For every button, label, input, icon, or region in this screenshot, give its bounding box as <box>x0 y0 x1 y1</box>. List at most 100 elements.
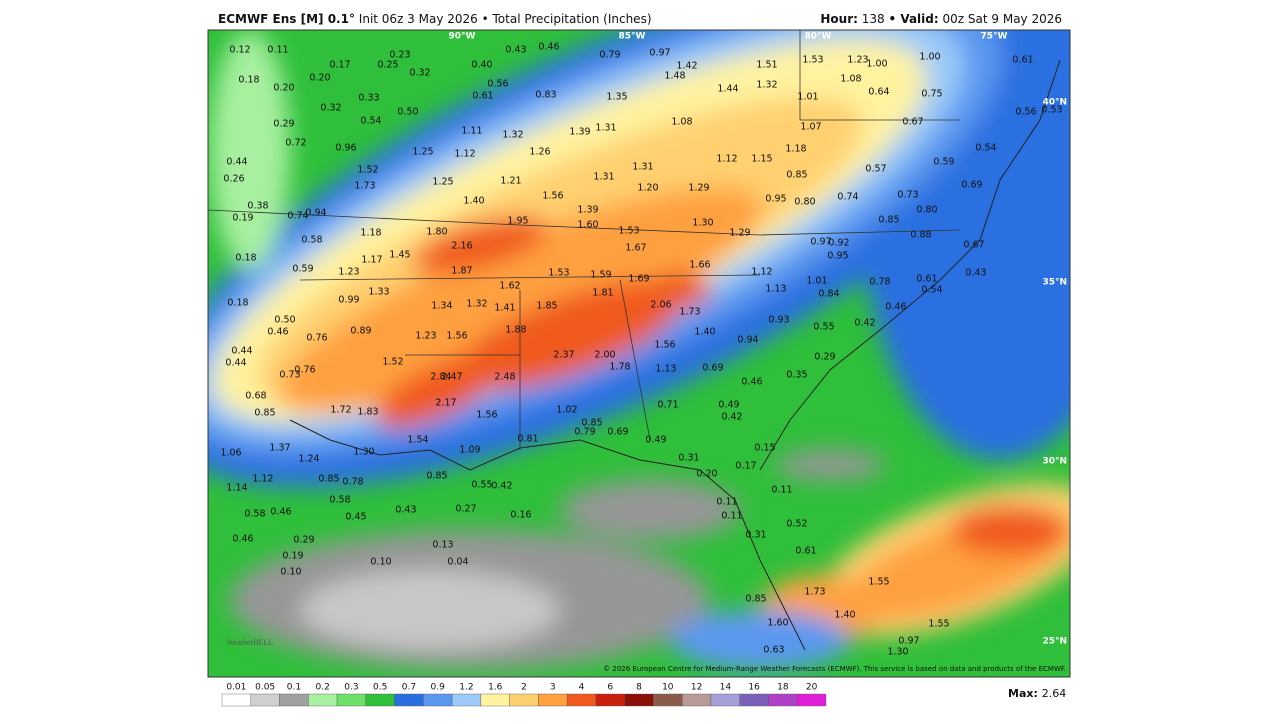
station-value: 0.71 <box>657 400 678 411</box>
station-value: 0.43 <box>505 45 526 56</box>
station-value: 1.81 <box>592 288 613 299</box>
map-frame <box>207 29 1071 678</box>
station-value: 0.31 <box>678 453 699 464</box>
station-value: 0.74 <box>837 192 858 203</box>
station-value: 1.34 <box>431 301 452 312</box>
station-value: 0.95 <box>765 194 786 205</box>
station-value: 0.11 <box>721 511 742 522</box>
station-value: 0.69 <box>702 363 723 374</box>
station-value: 1.45 <box>389 250 410 261</box>
max-value: 2.64 <box>1042 687 1067 700</box>
station-value: 0.15 <box>754 443 775 454</box>
station-value: 0.44 <box>225 358 246 369</box>
station-value: 0.72 <box>285 138 306 149</box>
station-value: 1.59 <box>590 270 611 281</box>
colorbar-swatch <box>365 693 395 707</box>
station-value: 0.79 <box>574 427 595 438</box>
station-value: 0.85 <box>318 474 339 485</box>
station-value: 0.94 <box>305 208 326 219</box>
station-value: 1.02 <box>556 405 577 416</box>
station-value: 1.73 <box>354 181 375 192</box>
station-values: 0.12 0.11 0.17 0.230.25 0.43 0.46 0.79 0.97 1.42… <box>220 42 1062 658</box>
station-value: 0.29 <box>814 352 835 363</box>
station-value: 1.25 <box>412 147 433 158</box>
station-value: 0.35 <box>786 370 807 381</box>
station-value: 1.53 <box>548 268 569 279</box>
colorbar-label: 0.2 <box>316 683 330 693</box>
station-value: 1.95 <box>507 216 528 227</box>
station-value: 1.30 <box>692 218 713 229</box>
station-value: 1.69 <box>628 274 649 285</box>
precip-field: 0.12 0.11 0.17 0.230.25 0.43 0.46 0.79 0.97 1.42… <box>208 30 1070 677</box>
colorbar-swatch <box>451 693 482 707</box>
longitude-label: 90°W <box>449 32 476 42</box>
colorbar-label: 0.3 <box>344 683 358 693</box>
station-value: 1.39 <box>569 127 590 138</box>
station-value: 1.35 <box>606 92 627 103</box>
model-name: ECMWF Ens [M] 0.1° <box>218 12 355 26</box>
station-value: 0.95 <box>827 251 848 262</box>
station-value: 0.04 <box>447 557 468 568</box>
colorbar-label: 16 <box>748 683 760 693</box>
station-value: 0.46 <box>232 534 253 545</box>
station-value: 1.40 <box>463 196 484 207</box>
colorbar-swatch <box>394 693 424 707</box>
station-value: 0.54 <box>360 116 381 127</box>
latitude-label: 35°N <box>1042 278 1067 288</box>
station-value: 0.11 <box>267 45 288 56</box>
station-value: 1.18 <box>785 144 806 155</box>
station-value: 0.44 <box>226 157 247 168</box>
station-value: 0.85 <box>254 408 275 419</box>
station-value: 0.45 <box>345 512 366 523</box>
station-value: 1.62 <box>499 281 520 292</box>
station-value: 1.52 <box>382 357 403 368</box>
station-value: 0.85 <box>745 594 766 605</box>
station-value: 0.67 <box>902 117 923 128</box>
station-value: 0.20 <box>309 73 330 84</box>
station-value: 1.66 <box>689 260 710 271</box>
station-value: 0.40 <box>471 60 492 71</box>
station-value: 2.00 <box>594 350 615 361</box>
station-value: 0.31 <box>745 530 766 541</box>
colorbar-label: 2 <box>521 683 527 693</box>
max-label: Max: <box>1008 687 1038 700</box>
station-value: 0.11 <box>716 497 737 508</box>
colorbar-swatch <box>566 693 597 707</box>
station-value: 0.76 <box>306 333 327 344</box>
state-borders <box>208 30 961 450</box>
station-value: 0.85 <box>786 170 807 181</box>
coastline <box>289 59 1061 651</box>
station-value: 0.56 <box>487 79 508 90</box>
station-value: 0.83 <box>535 90 556 101</box>
latitude-label: 25°N <box>1042 637 1067 647</box>
colorbar-swatch <box>423 693 453 707</box>
station-value: 1.13 <box>655 364 676 375</box>
station-value: 1.09 <box>459 445 480 456</box>
colorbar: 0.01 0.05 0.1 0.2 0.3 0.5 0.7 0.9 1.2 1.6 2 3 4 6 8 10 1… <box>221 683 827 707</box>
station-value: 0.93 <box>768 315 789 326</box>
station-value: 2.84 <box>430 372 451 383</box>
station-value: 1.21 <box>500 176 521 187</box>
station-value: 1.30 <box>353 447 374 458</box>
station-value: 1.06 <box>220 448 241 459</box>
station-value: 1.40 <box>834 610 855 621</box>
station-value: 0.56 <box>1015 107 1036 118</box>
colorbar-label: 0.7 <box>402 683 416 693</box>
station-value: 1.52 <box>357 165 378 176</box>
station-value: 1.67 <box>625 243 646 254</box>
station-value: 1.32 <box>466 299 487 310</box>
station-value: 0.29 <box>293 535 314 546</box>
station-value: 1.73 <box>804 587 825 598</box>
station-value: 0.52 <box>786 519 807 530</box>
station-value: 1.32 <box>502 130 523 141</box>
station-value: 0.16 <box>510 510 531 521</box>
station-value: 0.42 <box>854 318 875 329</box>
station-value: 1.13 <box>765 284 786 295</box>
station-value: 0.50 <box>397 107 418 118</box>
hour-label: Hour: <box>820 12 858 26</box>
station-value: 0.97 <box>649 48 670 59</box>
station-value: 0.96 <box>335 143 356 154</box>
station-value: 0.42 <box>491 481 512 492</box>
station-value: 0.75 <box>921 89 942 100</box>
station-value: 1.33 <box>368 287 389 298</box>
